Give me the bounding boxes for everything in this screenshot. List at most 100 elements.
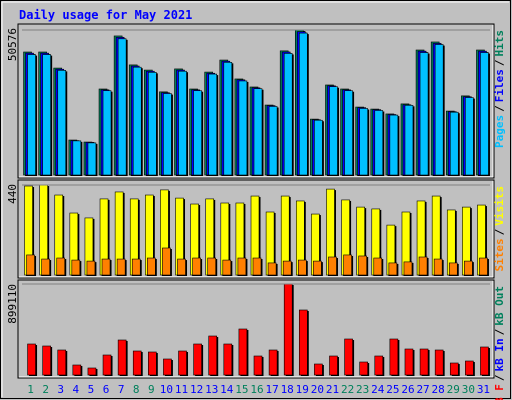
- x-tick-label: 23: [356, 383, 369, 396]
- legend-separator: /: [493, 328, 506, 335]
- bar: [132, 350, 142, 376]
- legend-entry: kB F: [493, 384, 506, 400]
- legend: Sites / Visits: [493, 186, 506, 272]
- x-tick-label: 17: [265, 383, 278, 396]
- bar: [388, 262, 398, 276]
- x-tick-label: 8: [133, 383, 140, 396]
- bar: [373, 257, 383, 276]
- bar: [57, 349, 67, 376]
- bar: [434, 44, 444, 176]
- legend-separator: /: [493, 59, 506, 66]
- bar: [404, 105, 414, 176]
- bar: [343, 254, 352, 276]
- x-tick-label: 9: [148, 383, 155, 396]
- legend-entry: Pages: [493, 115, 506, 148]
- bar: [267, 262, 277, 276]
- x-tick-label: 25: [386, 383, 399, 396]
- x-tick-label: 26: [401, 383, 414, 396]
- bar: [162, 247, 171, 276]
- bar: [87, 142, 97, 176]
- x-tick-label: 21: [326, 383, 339, 396]
- bar: [72, 140, 82, 176]
- bar: [419, 52, 429, 176]
- x-tick-label: 2: [42, 383, 49, 396]
- bar: [208, 73, 218, 176]
- bar: [282, 260, 292, 276]
- bar: [448, 262, 458, 276]
- bar: [42, 54, 51, 176]
- bar: [268, 106, 278, 176]
- bar: [359, 361, 368, 376]
- y-tick-label: 899110: [6, 284, 19, 324]
- bar: [193, 343, 202, 376]
- bar: [329, 86, 338, 176]
- bar: [147, 257, 156, 276]
- x-tick-label: 27: [416, 383, 429, 396]
- x-tick-label: 30: [462, 383, 475, 396]
- bar: [298, 309, 308, 376]
- bar: [298, 32, 308, 176]
- bar: [163, 358, 172, 376]
- bar: [207, 257, 217, 276]
- bar: [178, 70, 187, 176]
- bar: [208, 335, 218, 376]
- bar: [238, 80, 248, 176]
- bar: [117, 38, 127, 176]
- bar: [403, 261, 413, 276]
- bar: [178, 350, 187, 376]
- legend-entry: kB In: [493, 338, 506, 371]
- x-tick-label: 31: [477, 383, 490, 396]
- x-tick-label: 28: [432, 383, 445, 396]
- x-tick-label: 11: [175, 383, 188, 396]
- bar: [434, 349, 444, 376]
- bar: [313, 260, 322, 276]
- legend-separator: /: [493, 374, 506, 381]
- legend: Pages / Files / Hits: [493, 30, 506, 148]
- x-tick-label: 7: [118, 383, 125, 396]
- bar: [56, 257, 66, 276]
- bar: [148, 351, 157, 376]
- bar: [465, 97, 474, 176]
- bar: [253, 355, 263, 376]
- bar: [223, 343, 233, 376]
- bar: [223, 62, 233, 176]
- bar: [72, 364, 82, 376]
- bar: [374, 355, 384, 376]
- bar: [449, 111, 459, 176]
- bar: [102, 90, 112, 176]
- bar: [42, 345, 51, 376]
- x-tick-label: 5: [88, 383, 95, 396]
- legend-separator: /: [493, 228, 506, 235]
- bar: [71, 259, 81, 276]
- bar: [480, 346, 489, 376]
- x-tick-label: 19: [296, 383, 309, 396]
- bar: [131, 258, 141, 276]
- bar: [268, 349, 278, 376]
- bar: [449, 362, 459, 376]
- x-tick-label: 1: [27, 383, 34, 396]
- bar: [328, 256, 337, 276]
- bar: [41, 258, 50, 276]
- x-tick-label: 3: [57, 383, 64, 396]
- bar: [132, 66, 142, 176]
- x-tick-label: 10: [160, 383, 173, 396]
- legend-entry: Sites: [493, 238, 506, 271]
- bar: [57, 70, 67, 176]
- bar: [237, 257, 247, 276]
- bar: [116, 258, 126, 276]
- bar: [283, 283, 293, 376]
- bar: [329, 355, 338, 376]
- y-tick-label: 50576: [6, 28, 19, 61]
- bar: [86, 260, 96, 276]
- x-tick-label: 12: [190, 383, 203, 396]
- bar: [177, 258, 186, 276]
- x-tick-label: 15: [235, 383, 248, 396]
- x-tick-label: 20: [311, 383, 324, 396]
- x-tick-label: 29: [447, 383, 460, 396]
- bar: [418, 256, 428, 276]
- bar: [389, 338, 399, 376]
- bar: [297, 259, 307, 276]
- x-tick-label: 13: [205, 383, 218, 396]
- x-tick-label: 6: [103, 383, 110, 396]
